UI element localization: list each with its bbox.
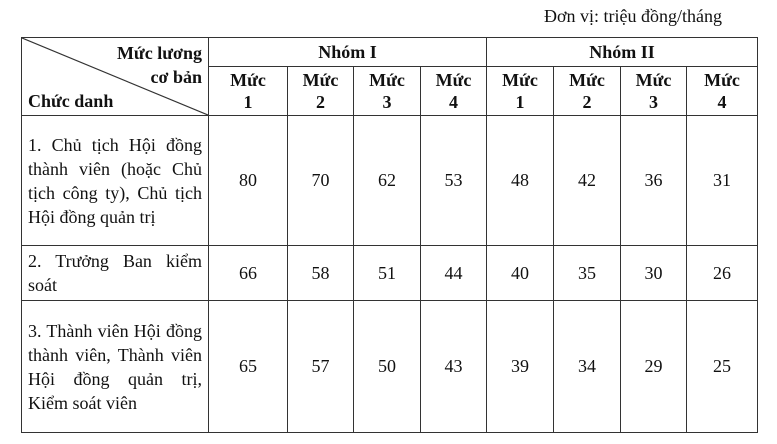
level-header: Mức 3: [620, 66, 688, 116]
level-word: Mức: [369, 70, 405, 90]
unit-note: Đơn vị: triệu đồng/tháng: [544, 6, 722, 26]
salary-value: 51: [353, 245, 421, 301]
salary-value: 26: [686, 245, 759, 301]
salary-value: 53: [419, 115, 488, 246]
table-row: 2. Trưởng Ban kiểm soát 66 58 51 44 40 35 30 26: [21, 245, 759, 301]
corner-header: Mức lương cơ bản Chức danh: [21, 37, 209, 116]
corner-label-position: Chức danh: [28, 91, 114, 111]
level-word: Mức: [435, 70, 472, 90]
level-number: 3: [649, 92, 659, 112]
salary-value: 57: [287, 300, 354, 433]
salary-value: 80: [208, 115, 288, 246]
salary-value: 44: [419, 245, 488, 301]
level-word: Mức: [502, 70, 538, 90]
salary-value: 40: [486, 245, 555, 301]
level-word: Mức: [230, 70, 266, 90]
level-word: Mức: [704, 70, 740, 90]
position-title: 2. Trưởng Ban kiểm soát: [21, 245, 209, 301]
salary-value: 35: [553, 245, 622, 301]
level-number: 4: [717, 92, 727, 112]
table-row: 3. Thành viên Hội đồng thành viên, Thành…: [21, 300, 759, 433]
corner-label-base: cơ bản: [150, 67, 202, 87]
salary-value: 42: [553, 115, 622, 246]
level-number: 3: [382, 92, 392, 112]
level-header: Mức 2: [287, 66, 354, 116]
salary-value: 31: [686, 115, 759, 246]
group-header-1: Nhóm I: [207, 37, 488, 67]
level-header: Mức 3: [353, 66, 421, 116]
salary-value: 66: [208, 245, 288, 301]
level-header: Mức 4: [419, 66, 488, 116]
salary-value: 30: [620, 245, 688, 301]
position-title: 3. Thành viên Hội đồng thành viên, Thành…: [21, 300, 209, 433]
level-number: 1: [243, 92, 253, 112]
table-row: 1. Chủ tịch Hội đồng thành viên (hoặc Ch…: [21, 115, 759, 246]
level-number: 2: [316, 92, 325, 112]
level-header: Mức 1: [208, 66, 288, 116]
level-word: Mức: [635, 70, 672, 90]
salary-value: 65: [208, 300, 288, 433]
salary-value: 48: [486, 115, 555, 246]
level-header: Mức 2: [553, 66, 622, 116]
level-number: 1: [515, 92, 525, 112]
level-header: Mức 4: [686, 66, 759, 116]
salary-value: 34: [553, 300, 622, 433]
salary-table: Mức lương cơ bản Chức danh Nhóm I Nhóm II…: [21, 37, 759, 433]
salary-value: 29: [620, 300, 688, 433]
salary-value: 70: [287, 115, 354, 246]
salary-value: 50: [353, 300, 421, 433]
level-word: Mức: [302, 70, 339, 90]
group-header-2: Nhóm II: [486, 37, 759, 67]
level-number: 4: [449, 92, 458, 112]
salary-value: 43: [419, 300, 488, 433]
salary-value: 25: [686, 300, 759, 433]
salary-value: 62: [353, 115, 421, 246]
position-title: 1. Chủ tịch Hội đồng thành viên (hoặc Ch…: [21, 115, 209, 246]
level-header: Mức 1: [486, 66, 555, 116]
salary-value: 58: [287, 245, 354, 301]
salary-value: 36: [620, 115, 688, 246]
level-word: Mức: [569, 70, 605, 90]
level-number: 2: [582, 92, 592, 112]
corner-label-salary: Mức lương: [116, 43, 202, 63]
salary-value: 39: [486, 300, 555, 433]
